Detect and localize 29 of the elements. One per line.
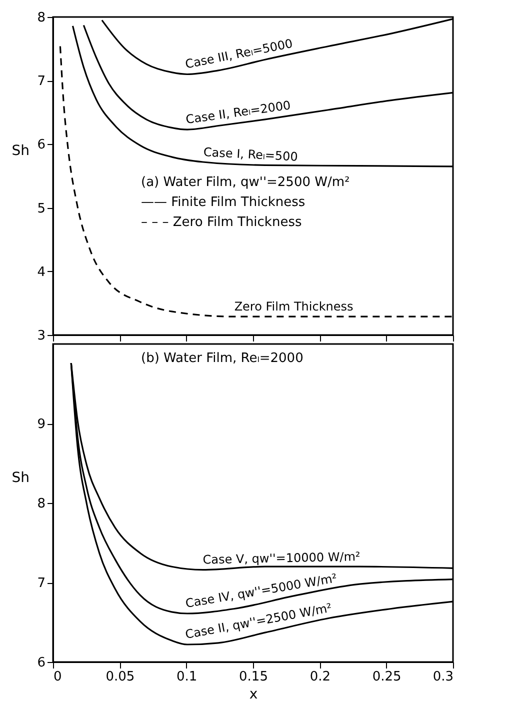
y-tick-label: 5 (37, 201, 46, 216)
y-tick-label: 6 (37, 656, 46, 670)
y-axis-title: Sh (12, 143, 30, 160)
annotation: (a) Water Film, qw''=2500 W/m² (141, 175, 350, 190)
x-tick-label: 0 (54, 670, 62, 684)
y-tick-label: 9 (37, 417, 46, 432)
x-tick-label: 0.1 (176, 670, 198, 684)
y-tick-label: 8 (37, 10, 46, 26)
y-tick-label: 6 (37, 138, 46, 153)
series-label: Case I, Reₗ=500 (203, 145, 298, 164)
x-tick-label: 0.15 (239, 670, 268, 684)
series-label: Zero Film Thickness (234, 300, 354, 314)
text: (b) Water Film, Reₗ=2000 (141, 351, 304, 366)
text: Case II, Reₗ=2000 (184, 98, 292, 127)
x-tick-label: 0.25 (372, 670, 402, 684)
y-tick-label: 7 (37, 74, 46, 90)
x-tick-label: 0.3 (432, 670, 454, 684)
annotation: – – – Zero Film Thickness (141, 215, 302, 230)
y-tick-label: 4 (37, 264, 46, 280)
y-tick-label: 8 (37, 496, 46, 512)
series-label: Case V, qw''=10000 W/m² (202, 550, 361, 567)
x-axis-title: x (249, 686, 258, 702)
y-axis-title: Sh (12, 470, 30, 486)
text: Case III, Reₗ=5000 (184, 36, 294, 72)
x-tick-label: 0.05 (106, 670, 135, 684)
y-tick-label: 7 (37, 576, 46, 591)
annotation: —— Finite Film Thickness (141, 195, 306, 210)
x-tick-label: 0.2 (310, 670, 331, 684)
y-tick-label: 3 (37, 328, 46, 344)
